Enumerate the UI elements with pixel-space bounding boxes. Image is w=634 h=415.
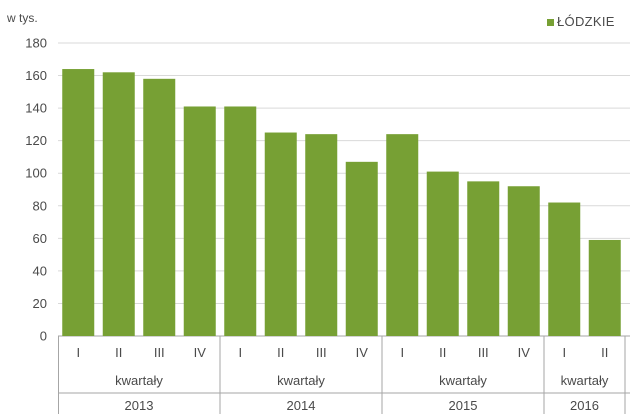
y-axis-label: w tys. [6, 11, 38, 25]
y-tick-label: 140 [25, 101, 47, 116]
y-tick-label: 40 [33, 263, 47, 278]
x-tick-label: II [277, 345, 284, 360]
y-tick-label: 60 [33, 231, 47, 246]
x-tick-label: III [478, 345, 489, 360]
bar [62, 69, 95, 337]
group-label: kwartały [561, 373, 609, 388]
x-tick-label: II [601, 345, 608, 360]
bar [183, 106, 216, 336]
x-tick-label: IV [194, 345, 207, 360]
y-tick-label: 160 [25, 68, 47, 83]
y-tick-label: 20 [33, 296, 47, 311]
y-tick-label: 80 [33, 198, 47, 213]
year-label: 2016 [570, 398, 599, 413]
y-tick-label: 0 [40, 329, 47, 344]
y-tick-label: 120 [25, 133, 47, 148]
y-tick-label: 100 [25, 166, 47, 181]
x-tick-label: I [562, 345, 566, 360]
y-tick-label: 180 [25, 36, 47, 51]
year-label: 2013 [125, 398, 154, 413]
bar [386, 134, 419, 336]
bar [305, 134, 338, 336]
bar [345, 161, 378, 336]
group-label: kwartały [439, 373, 487, 388]
bar [548, 202, 581, 336]
bars [62, 69, 621, 337]
y-axis-ticks: 0 20 40 60 80 100 120 140 160 180 [25, 36, 47, 344]
x-tick-label: I [76, 345, 80, 360]
legend-swatch [547, 19, 554, 26]
bar [264, 132, 297, 336]
year-label: 2014 [287, 398, 316, 413]
bar [102, 72, 135, 337]
group-label: kwartały [115, 373, 163, 388]
x-axis: I II III IV I II III IV I II III IV I IIkwartały2013k… [58, 336, 630, 414]
legend: ŁÓDZKIE [547, 14, 615, 29]
x-tick-label: II [439, 345, 446, 360]
bar [143, 78, 176, 337]
year-label: 2015 [449, 398, 478, 413]
x-tick-label: I [400, 345, 404, 360]
legend-label: ŁÓDZKIE [557, 14, 615, 29]
bar [507, 186, 540, 336]
x-tick-label: IV [356, 345, 369, 360]
x-tick-label: III [316, 345, 327, 360]
bar [588, 239, 621, 336]
x-tick-label: III [154, 345, 165, 360]
x-tick-label: I [238, 345, 242, 360]
group-label: kwartały [277, 373, 325, 388]
bar [224, 106, 257, 336]
x-tick-label: IV [518, 345, 531, 360]
bar [467, 181, 500, 336]
x-tick-label: II [115, 345, 122, 360]
bar [426, 171, 459, 336]
